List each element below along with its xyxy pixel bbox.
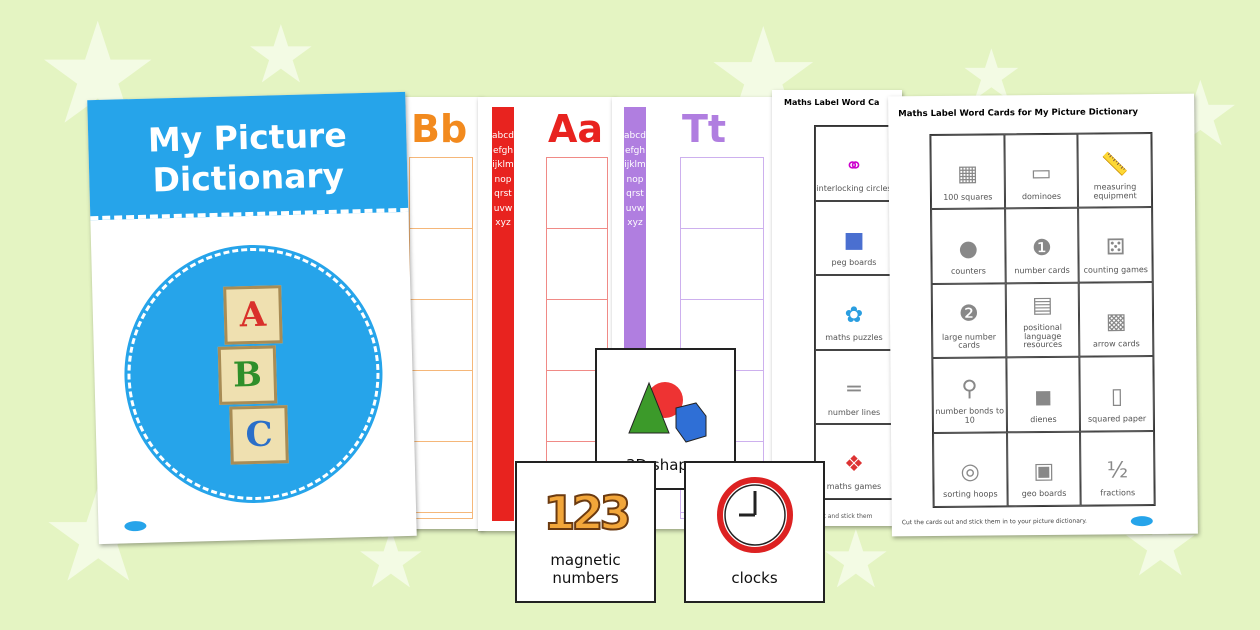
puzzle-icon: ✿ bbox=[844, 302, 864, 328]
label-cell: ◎ sorting hoops bbox=[933, 431, 1008, 507]
label-cell: ▣ geo boards bbox=[1006, 431, 1081, 507]
label-cell: ½ fractions bbox=[1080, 430, 1155, 506]
label-text: positional language resources bbox=[1023, 322, 1063, 350]
label-text: interlocking circles bbox=[816, 183, 892, 193]
label-picture-icon: ½ bbox=[1106, 458, 1129, 484]
label-text: maths games bbox=[826, 482, 882, 492]
card-clocks: clocks bbox=[684, 461, 825, 603]
label-cell: ⚭ interlocking circles bbox=[815, 126, 893, 201]
label-text: 100 squares bbox=[943, 192, 993, 202]
label-cell: ❖ maths games bbox=[815, 424, 893, 499]
card-label: magnetic numbers bbox=[550, 551, 621, 587]
label-cell: ▭ dominoes bbox=[1004, 133, 1079, 209]
label-picture-icon: ◎ bbox=[960, 459, 980, 485]
block-b: B bbox=[217, 345, 278, 405]
block-a: A bbox=[223, 285, 283, 345]
sheet-title: Maths Label Word Cards for My Picture Di… bbox=[898, 107, 1139, 120]
label-cell: ▤ positional language resources bbox=[1005, 282, 1080, 358]
peg-board-icon: ■ bbox=[843, 228, 865, 254]
label-text: fractions bbox=[1100, 488, 1136, 498]
label-text: squared paper bbox=[1087, 413, 1147, 424]
label-cell: ■ peg boards bbox=[815, 200, 893, 276]
label-cell: ⚲ number bonds to 10 bbox=[932, 357, 1007, 433]
label-cell: ▩ arrow cards bbox=[1079, 281, 1154, 357]
label-cell: ⚄ counting games bbox=[1078, 207, 1153, 283]
label-text: large number cards bbox=[941, 332, 997, 351]
label-picture-icon: ⚄ bbox=[1105, 235, 1126, 261]
writing-grid bbox=[409, 157, 473, 519]
label-text: number cards bbox=[1014, 265, 1070, 276]
3d-shapes-icon bbox=[627, 381, 706, 443]
label-picture-icon: ◼ bbox=[1033, 384, 1053, 410]
label-picture-icon: ▯ bbox=[1110, 383, 1124, 410]
label-grid: ▦ 100 squares ▭ dominoes 📏 measuring equipmen… bbox=[929, 132, 1156, 508]
sheet-letter: Aa bbox=[548, 107, 604, 151]
sheet-letter: Tt bbox=[682, 107, 727, 151]
label-picture-icon: 📏 bbox=[1101, 151, 1129, 178]
label-cell: 📏 measuring equipment bbox=[1077, 133, 1153, 209]
card-label: clocks bbox=[731, 569, 778, 587]
letter-sheet-aa: abcdefghijklmnopqrstuvwxyz Aa bbox=[478, 97, 616, 531]
label-cell: ◼ dienes bbox=[1006, 356, 1081, 432]
label-picture-icon: ▭ bbox=[1030, 161, 1052, 187]
label-text: number lines bbox=[827, 407, 881, 417]
label-cell: ● counters bbox=[931, 208, 1006, 284]
sheet-footer: out and stick them bbox=[816, 513, 873, 520]
clock-icon bbox=[716, 477, 793, 553]
sheet-title: Maths Label Word Ca bbox=[784, 98, 880, 107]
label-picture-icon: ▤ bbox=[1031, 292, 1053, 318]
label-cell: ▦ 100 squares bbox=[930, 134, 1005, 210]
label-text: peg boards bbox=[831, 258, 877, 268]
magnetic-numbers-icon: 123 bbox=[542, 485, 632, 541]
label-picture-icon: ▣ bbox=[1033, 458, 1055, 485]
label-text: measuring equipment bbox=[1093, 181, 1137, 201]
label-text: geo boards bbox=[1021, 489, 1067, 499]
label-text: counters bbox=[950, 266, 986, 276]
cover-page: My Picture Dictionary A B C bbox=[87, 91, 417, 545]
label-cell: ✿ maths puzzles bbox=[815, 275, 893, 350]
label-picture-icon: ❷ bbox=[958, 301, 979, 328]
maths-label-sheet-front: Maths Label Word Cards for My Picture Di… bbox=[888, 93, 1198, 537]
label-grid: ⚭ interlocking circles ■ peg boards ✿ maths… bbox=[814, 125, 894, 500]
sheet-footer: Cut the cards out and stick them in to y… bbox=[901, 517, 1087, 527]
label-text: arrow cards bbox=[1092, 339, 1140, 349]
label-picture-icon: ⚲ bbox=[961, 376, 978, 402]
label-cell: ▯ squared paper bbox=[1079, 356, 1154, 432]
block-c: C bbox=[229, 405, 289, 465]
label-text: maths puzzles bbox=[825, 333, 883, 342]
cover-title-line2: Dictionary bbox=[152, 155, 345, 200]
logo bbox=[124, 520, 147, 532]
label-text: sorting hoops bbox=[943, 489, 998, 500]
label-picture-icon: ▩ bbox=[1105, 309, 1127, 335]
label-picture-icon: ❶ bbox=[1031, 235, 1052, 261]
interlocking-circles-icon: ⚭ bbox=[844, 153, 864, 179]
label-text: dominoes bbox=[1021, 191, 1062, 201]
sheet-letter: Bb bbox=[411, 107, 468, 151]
logo bbox=[1130, 516, 1153, 527]
card-magnetic-numbers: 123 magnetic numbers bbox=[515, 461, 656, 603]
label-text: dienes bbox=[1030, 414, 1057, 424]
label-cell: ═ number lines bbox=[815, 349, 893, 425]
label-picture-icon: ▦ bbox=[957, 161, 979, 188]
abc-circle: A B C bbox=[124, 244, 383, 504]
alphabet-strip: abcdefghijklmnopqrstuvwxyz bbox=[492, 107, 514, 521]
label-cell: ❷ large number cards bbox=[931, 283, 1007, 359]
number-line-icon: ═ bbox=[847, 377, 861, 403]
label-text: counting games bbox=[1083, 265, 1148, 275]
label-text: number bonds to 10 bbox=[935, 406, 1005, 425]
maths-games-icon: ❖ bbox=[844, 452, 864, 477]
cover-header: My Picture Dictionary bbox=[87, 91, 409, 221]
label-picture-icon: ● bbox=[958, 236, 978, 262]
label-cell: ❶ number cards bbox=[1004, 208, 1080, 284]
